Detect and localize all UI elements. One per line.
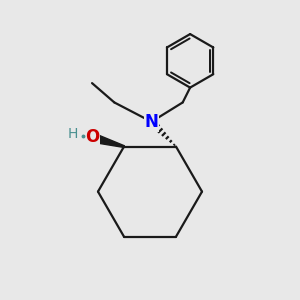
Text: H: H	[68, 127, 78, 141]
Polygon shape	[88, 132, 124, 147]
Text: O: O	[85, 128, 99, 146]
Text: N: N	[145, 113, 158, 131]
